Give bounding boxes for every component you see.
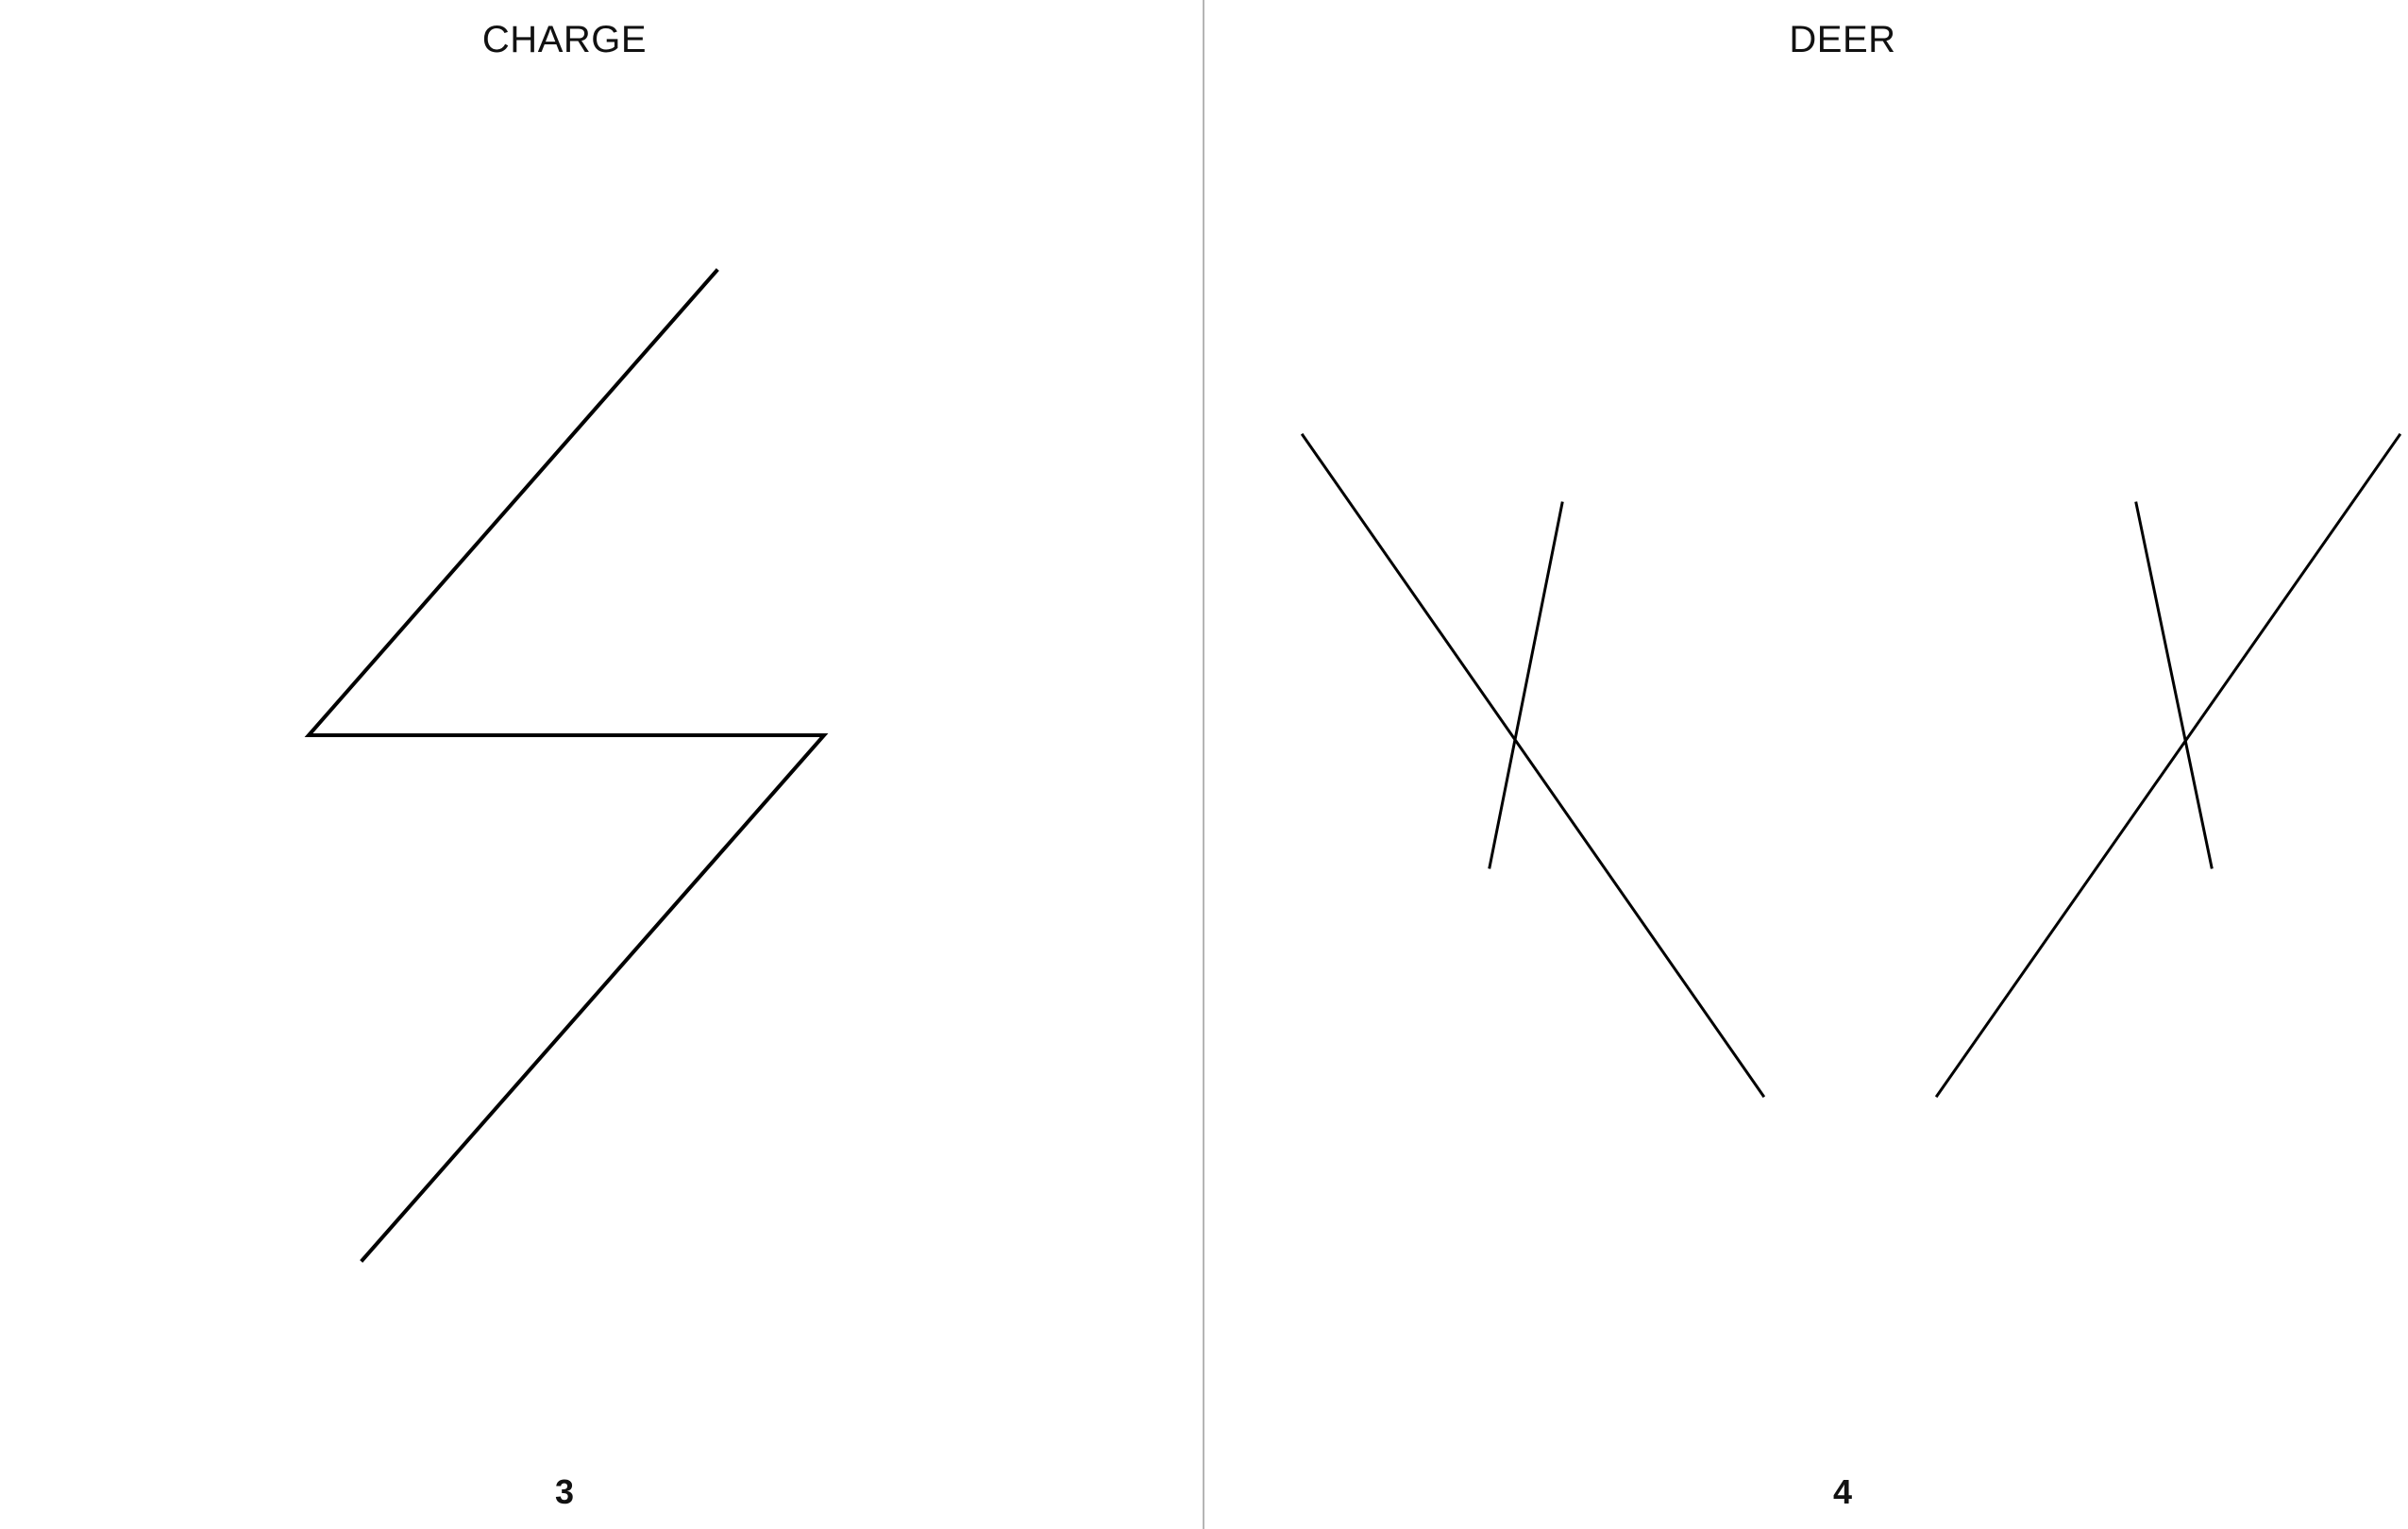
left-page-panel: CHARGE 3 bbox=[0, 0, 1202, 1529]
page-divider bbox=[1203, 0, 1204, 1529]
right-page-panel: DEER 4 bbox=[1204, 0, 2408, 1529]
deer-left-long-stroke bbox=[1300, 432, 1766, 1099]
deer-right-short-stroke bbox=[2134, 501, 2214, 869]
charge-zigzag-stroke bbox=[304, 268, 829, 1263]
antler-lines-icon bbox=[1300, 432, 2402, 1099]
deer-title: DEER bbox=[1789, 19, 1896, 60]
page-number-3: 3 bbox=[554, 1472, 575, 1511]
deer-right-long-stroke bbox=[1934, 432, 2402, 1099]
zigzag-bolt-icon bbox=[304, 268, 829, 1263]
deer-left-short-stroke bbox=[1488, 501, 1564, 869]
charge-title: CHARGE bbox=[481, 19, 648, 60]
page-number-4: 4 bbox=[1832, 1472, 1853, 1511]
